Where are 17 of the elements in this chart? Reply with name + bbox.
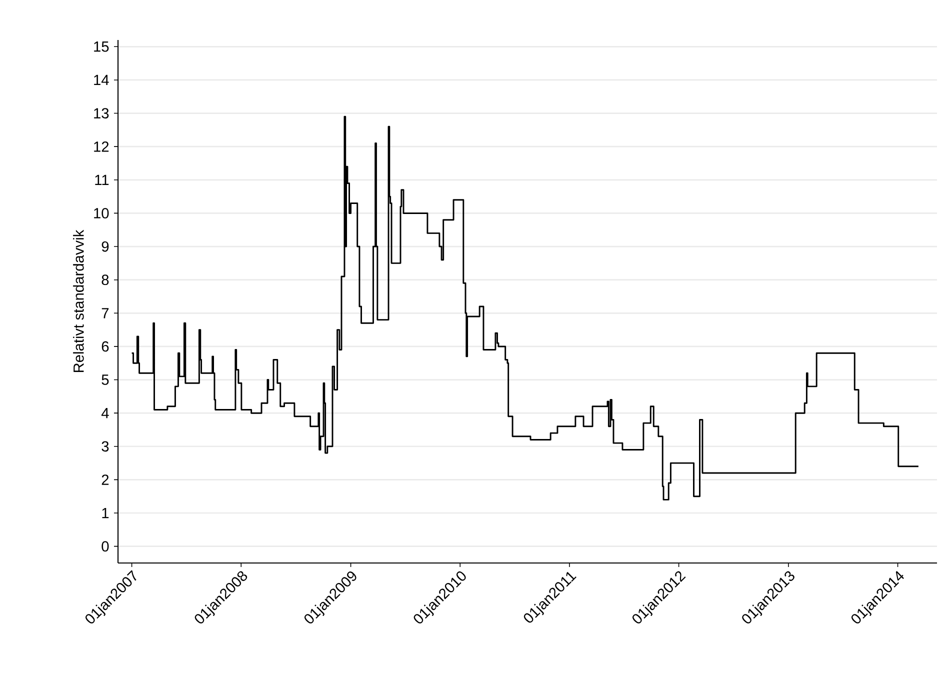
y-tick-label: 0 <box>102 541 109 552</box>
y-tick-label: 8 <box>102 274 109 286</box>
y-tick-label: 3 <box>102 441 109 452</box>
y-tick-label: 14 <box>94 74 109 86</box>
y-tick-label: 11 <box>95 174 109 185</box>
y-tick-label: 7 <box>102 308 109 318</box>
y-tick-label: 10 <box>94 208 109 218</box>
y-tick-label: 15 <box>94 42 109 52</box>
y-axis-title: Relativt standardavvik <box>73 230 84 372</box>
y-tick-label: 2 <box>102 474 109 485</box>
y-tick-label: 4 <box>101 408 109 418</box>
y-tick-label: 6 <box>102 341 109 352</box>
y-tick-label: 9 <box>102 241 109 252</box>
y-tick-label: 5 <box>102 374 109 385</box>
y-tick-label: 1 <box>102 508 109 518</box>
y-tick-label: 12 <box>94 141 109 152</box>
y-tick-label: 13 <box>94 108 109 118</box>
